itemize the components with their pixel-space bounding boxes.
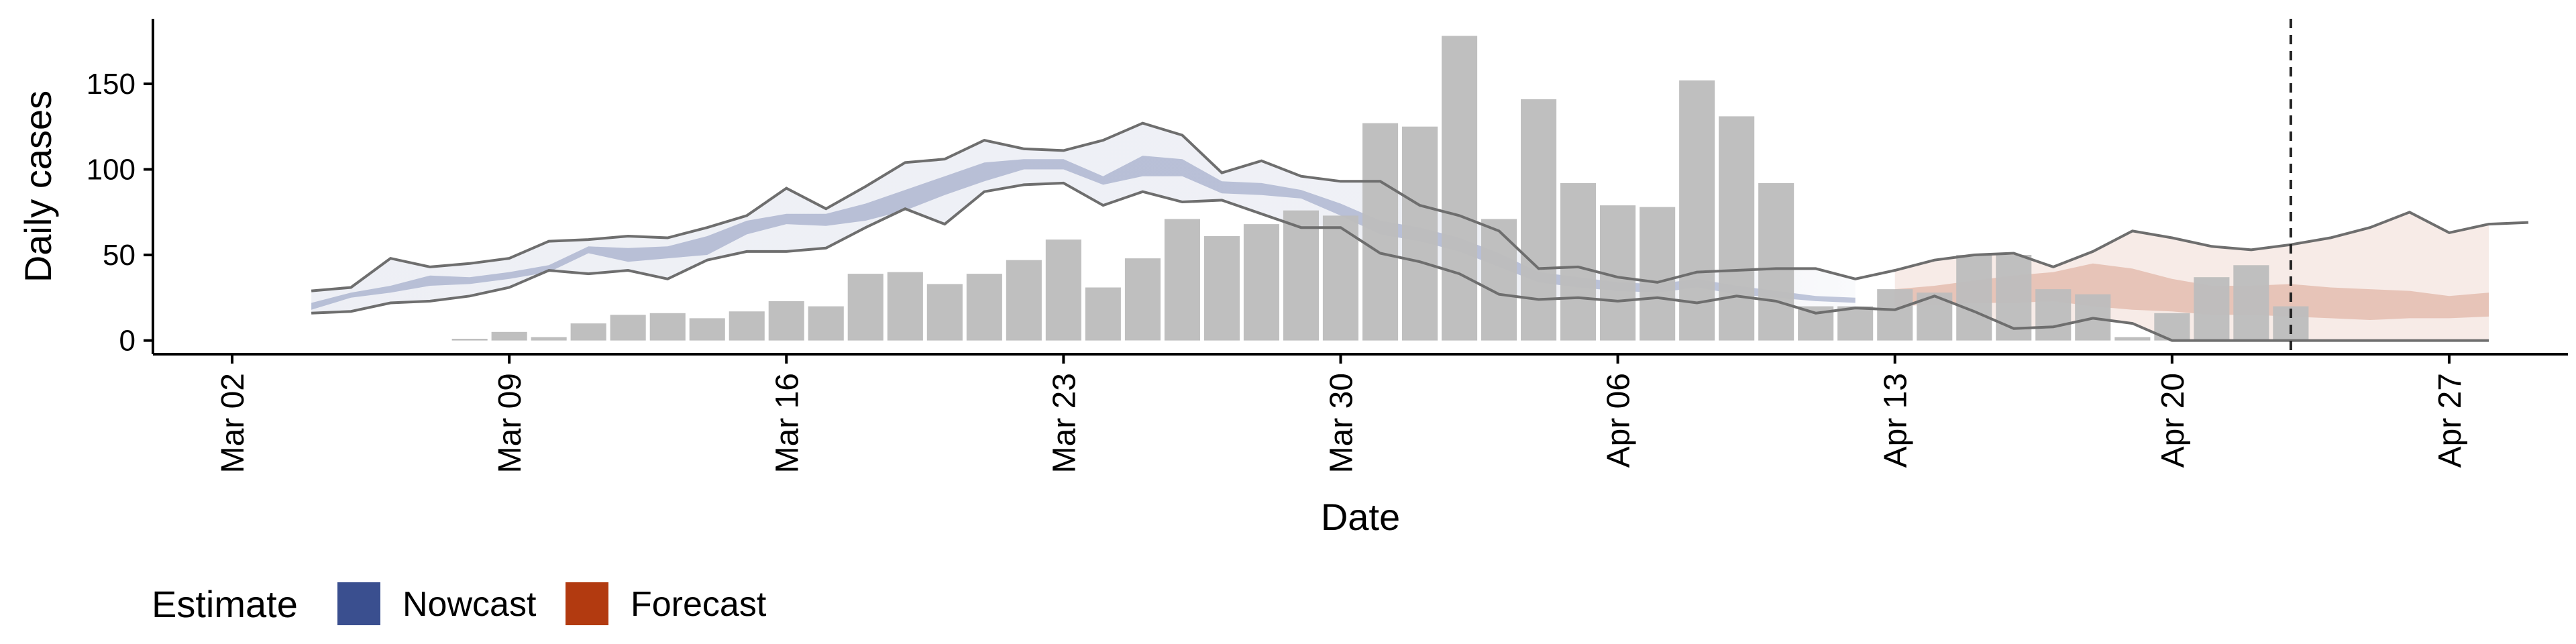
- observed-case-bar: [1243, 224, 1279, 341]
- x-tick-label: Apr 13: [1878, 373, 1914, 468]
- observed-case-bars: [451, 36, 2309, 341]
- legend-title: Estimate: [152, 583, 298, 625]
- x-tick-label: Mar 09: [492, 373, 528, 473]
- observed-case-bar: [1956, 255, 1992, 341]
- legend-swatch-nowcast: [337, 582, 380, 625]
- observed-case-bar: [1877, 289, 1913, 341]
- observed-case-bar: [1679, 80, 1715, 341]
- y-tick-label: 0: [119, 325, 136, 358]
- interval-outlines: [311, 121, 2529, 342]
- observed-case-bar: [649, 313, 686, 341]
- observed-case-bar: [531, 337, 567, 341]
- y-axis-title: Daily cases: [17, 91, 59, 282]
- observed-case-bar: [610, 315, 646, 341]
- observed-case-bar: [1837, 306, 1874, 341]
- observed-case-bar: [887, 272, 923, 341]
- observed-case-bar: [1719, 116, 1755, 341]
- legend-label-nowcast: Nowcast: [402, 585, 537, 624]
- axes: [152, 19, 2568, 356]
- observed-case-bar: [729, 311, 765, 341]
- x-tick-label: Mar 02: [215, 373, 251, 473]
- observed-case-bar: [2035, 289, 2072, 341]
- y-tick-label: 150: [87, 68, 136, 101]
- legend: Estimate Nowcast Forecast: [152, 582, 767, 625]
- y-tick-label: 50: [103, 239, 136, 272]
- observed-case-bar: [2233, 265, 2269, 341]
- x-tick-label: Apr 20: [2155, 373, 2191, 468]
- tick-labels: 0 50 100 150 Mar 02 Mar 09 Mar 16 Mar 23 Mar 30 A…: [87, 68, 2468, 473]
- observed-case-bar: [808, 306, 844, 341]
- y-tick-label: 100: [87, 153, 136, 186]
- observed-case-bar: [1085, 287, 1121, 341]
- observed-case-bar: [1442, 36, 1478, 341]
- observed-case-bar: [1521, 99, 1557, 341]
- observed-case-bar: [847, 274, 883, 341]
- observed-case-bar: [1996, 255, 2032, 341]
- observed-case-bar: [2194, 277, 2230, 341]
- observed-case-bar: [1203, 236, 1240, 341]
- observed-case-bar: [1283, 210, 1319, 341]
- observed-case-bar: [1758, 182, 1794, 341]
- observed-case-bar: [768, 301, 804, 341]
- observed-case-bar: [1006, 260, 1042, 341]
- x-axis-title: Date: [1321, 496, 1400, 538]
- observed-case-bar: [1045, 239, 1081, 341]
- x-tick-label: Apr 06: [1601, 373, 1637, 468]
- x-tick-label: Mar 30: [1324, 373, 1360, 473]
- observed-case-bar: [1124, 258, 1161, 341]
- lower-interval-line: [311, 181, 2489, 342]
- estimate-bands: [311, 123, 2489, 341]
- x-tick-label: Mar 23: [1046, 373, 1082, 473]
- observed-case-bar: [1481, 219, 1517, 341]
- observed-case-bar: [2114, 337, 2151, 341]
- observed-case-bar: [570, 323, 606, 341]
- observed-case-bar: [926, 284, 963, 341]
- observed-case-bar: [1362, 123, 1399, 341]
- observed-case-bar: [1402, 126, 1438, 341]
- observed-case-bar: [491, 331, 527, 341]
- legend-swatch-forecast: [566, 582, 608, 625]
- observed-case-bar: [451, 339, 488, 341]
- observed-case-bar: [1640, 207, 1676, 341]
- x-tick-label: Mar 16: [769, 373, 805, 473]
- forecast-inner-band: [1894, 263, 2489, 320]
- upper-interval-line: [311, 121, 2529, 292]
- x-tick-label: Apr 27: [2432, 373, 2468, 468]
- legend-label-forecast: Forecast: [631, 585, 767, 624]
- observed-case-bar: [1560, 182, 1597, 341]
- observed-case-bar: [966, 274, 1002, 341]
- observed-case-bar: [689, 318, 725, 341]
- observed-case-bar: [1164, 219, 1200, 341]
